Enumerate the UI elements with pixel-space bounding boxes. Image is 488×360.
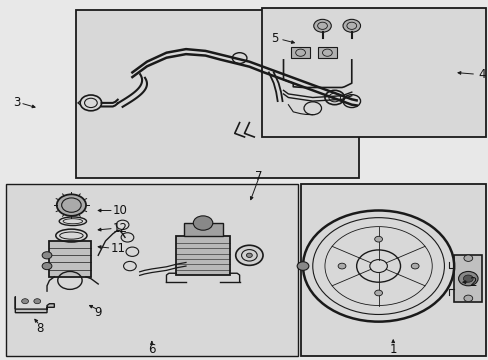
Circle shape (342, 19, 360, 32)
Circle shape (57, 194, 86, 216)
Circle shape (374, 290, 382, 296)
Polygon shape (15, 297, 54, 313)
Bar (290, 47, 310, 58)
Text: 9: 9 (94, 306, 102, 319)
Text: 1: 1 (388, 343, 396, 356)
Bar (183, 223, 222, 235)
Text: 3: 3 (13, 96, 20, 109)
Bar (453, 255, 482, 302)
Circle shape (193, 216, 212, 230)
Circle shape (337, 263, 345, 269)
Bar (5, 184, 298, 356)
Circle shape (42, 262, 52, 270)
Bar (49, 241, 91, 277)
Bar (176, 235, 229, 275)
Text: 12: 12 (113, 222, 127, 235)
Circle shape (410, 263, 418, 269)
Text: 8: 8 (36, 322, 43, 335)
Text: 7: 7 (255, 170, 263, 183)
Circle shape (246, 253, 252, 257)
Circle shape (297, 262, 308, 270)
Circle shape (463, 295, 472, 302)
Text: 2: 2 (468, 276, 475, 289)
Text: 4: 4 (478, 68, 485, 81)
Text: 6: 6 (148, 343, 155, 356)
Bar (76, 10, 358, 178)
Bar (261, 8, 485, 137)
Circle shape (458, 271, 477, 286)
Circle shape (463, 275, 472, 282)
Circle shape (34, 299, 41, 304)
Circle shape (21, 299, 28, 304)
Circle shape (463, 255, 472, 261)
Bar (317, 47, 336, 58)
Text: 10: 10 (113, 204, 127, 217)
Circle shape (374, 236, 382, 242)
Circle shape (313, 19, 330, 32)
Text: 11: 11 (110, 242, 125, 255)
Text: 5: 5 (271, 32, 278, 45)
Circle shape (42, 252, 52, 259)
Bar (300, 184, 485, 356)
Circle shape (235, 245, 263, 265)
